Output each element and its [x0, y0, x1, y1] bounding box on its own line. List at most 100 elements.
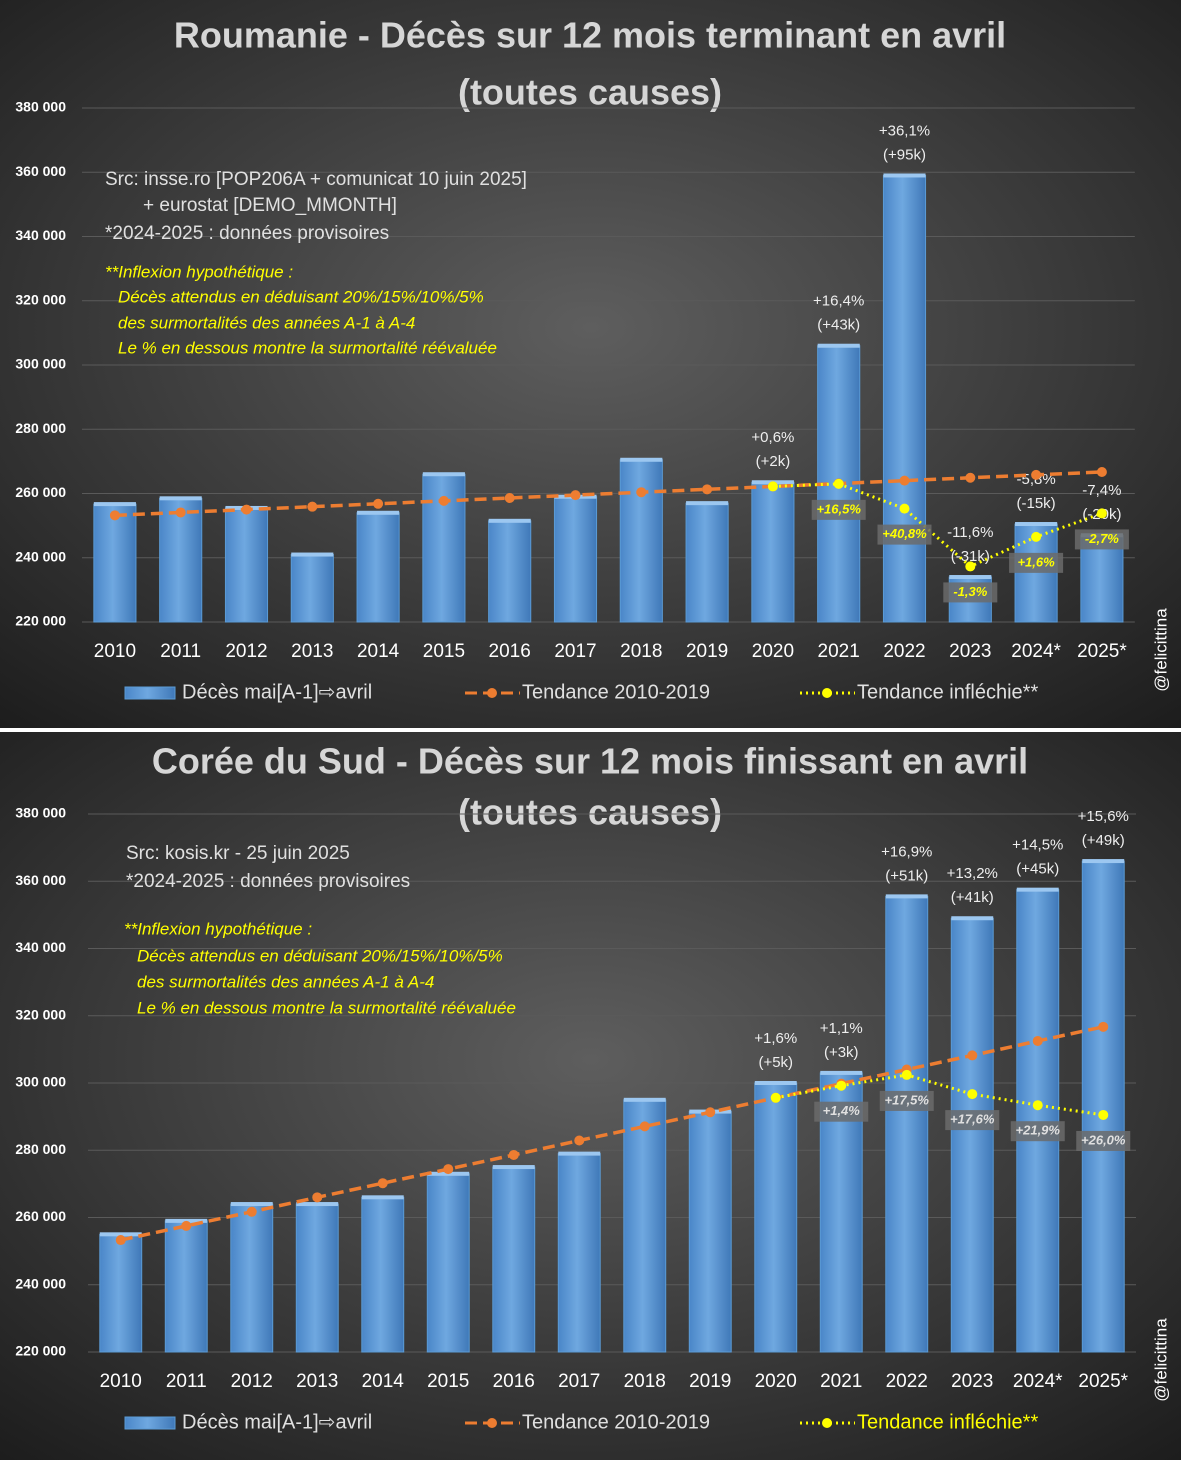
source-note: *2024-2025 : données provisoires — [126, 871, 410, 892]
bar — [492, 1166, 536, 1353]
trend-point — [702, 484, 713, 495]
y-tick-label: 240 000 — [15, 548, 66, 564]
bar-top — [488, 518, 531, 523]
x-tick-label: 2025* — [1078, 1371, 1128, 1392]
excess-label-box — [877, 524, 932, 545]
x-tick-label: 2011 — [166, 1371, 207, 1392]
trend-point — [1096, 508, 1107, 519]
trend-point — [636, 487, 647, 498]
trend-point — [1098, 1021, 1109, 1032]
excess-label: +1,4% — [823, 1103, 861, 1118]
excess-label: -2,7% — [1085, 531, 1119, 546]
excess-label-box — [879, 1090, 934, 1111]
excess-label-box — [811, 499, 866, 520]
bar — [224, 507, 269, 623]
chart-panel: Roumanie - Décès sur 12 mois terminant e… — [0, 0, 1181, 728]
bar — [751, 481, 795, 623]
excess-label-box — [1010, 1121, 1065, 1142]
excess-label-box — [943, 582, 998, 603]
bar-label: +16,9% — [881, 843, 932, 860]
trend-point — [438, 495, 449, 506]
x-tick-label: 2022 — [886, 1371, 928, 1392]
legend-label: Décès mai[A-1]⇨avril — [182, 681, 372, 703]
chart-title: Roumanie - Décès sur 12 mois terminant e… — [174, 15, 1006, 56]
x-tick-label: 2013 — [291, 641, 333, 662]
excess-label-box — [1009, 552, 1064, 573]
bar — [619, 459, 663, 623]
excess-label: -1,3% — [953, 584, 987, 599]
x-tick-label: 2014 — [362, 1371, 405, 1392]
x-tick-label: 2016 — [489, 641, 531, 662]
legend-swatch — [487, 688, 497, 698]
y-tick-label: 360 000 — [15, 163, 66, 179]
bar — [553, 496, 598, 623]
trend-point — [705, 1107, 716, 1118]
y-tick-label: 320 000 — [15, 291, 66, 307]
y-tick-label: 360 000 — [15, 872, 66, 888]
bar — [93, 503, 137, 623]
bar-label: (+43k) — [817, 317, 860, 334]
y-tick-label: 340 000 — [15, 227, 66, 243]
trend-point — [965, 472, 976, 483]
bar — [882, 174, 927, 623]
bar-top — [558, 1151, 601, 1156]
legend-label: Tendance infléchie** — [857, 681, 1038, 703]
chart-title: Corée du Sud - Décès sur 12 mois finissa… — [152, 741, 1028, 782]
chart-title: (toutes causes) — [458, 792, 722, 833]
bar-top — [159, 496, 202, 501]
watermark: @felicittina — [1151, 1318, 1170, 1402]
trend-point — [899, 503, 910, 514]
chart-title: (toutes causes) — [458, 72, 722, 113]
y-tick-label: 300 000 — [15, 356, 66, 372]
legend-swatch — [124, 1416, 176, 1430]
trend-point — [109, 510, 120, 521]
bar-label: -7,4% — [1082, 482, 1121, 499]
x-tick-label: 2022 — [883, 641, 925, 662]
inflection-note: Décès attendus en déduisant 20%/15%/10%/… — [137, 946, 503, 965]
trend-point — [241, 504, 252, 515]
trend-point — [1031, 469, 1042, 480]
inflection-note: Décès attendus en déduisant 20%/15%/10%/… — [118, 287, 484, 306]
bar-label: (+51k) — [885, 867, 928, 884]
x-tick-label: 2019 — [686, 641, 728, 662]
y-tick-label: 260 000 — [15, 1208, 66, 1224]
x-tick-label: 2024* — [1011, 641, 1061, 662]
bar-top — [949, 575, 992, 580]
x-tick-label: 2014 — [357, 641, 400, 662]
y-tick-label: 260 000 — [15, 484, 66, 500]
x-tick-label: 2017 — [558, 1371, 600, 1392]
bar-top — [357, 510, 400, 515]
trend-point — [175, 507, 186, 518]
trend-point — [833, 478, 844, 489]
bar — [295, 1203, 339, 1353]
excess-label: +40,8% — [882, 526, 927, 541]
inflection-note: **Inflexion hypothétique : — [105, 262, 293, 281]
x-tick-label: 2021 — [820, 1371, 862, 1392]
bar — [1080, 534, 1124, 623]
trend-line — [775, 1073, 1104, 1117]
bar-top — [883, 173, 926, 178]
excess-label: +17,6% — [950, 1112, 995, 1127]
x-tick-label: 2023 — [949, 641, 991, 662]
y-tick-label: 280 000 — [15, 1141, 66, 1157]
bar-label: +0,6% — [751, 429, 794, 446]
trend-point — [574, 1135, 585, 1146]
bar-top — [165, 1218, 208, 1223]
legend-swatch — [487, 1418, 497, 1428]
trend-point — [767, 481, 778, 492]
excess-label: +21,9% — [1016, 1123, 1061, 1138]
legend-swatch — [124, 686, 176, 700]
trend-point — [307, 501, 318, 512]
trend-point — [1031, 531, 1042, 542]
x-tick-label: 2010 — [100, 1371, 142, 1392]
trend-point — [967, 1050, 978, 1061]
trend-point — [770, 1092, 781, 1103]
legend-label: Tendance infléchie** — [857, 1411, 1038, 1433]
inflection-note: Le % en dessous montre la surmortalité r… — [137, 998, 516, 1017]
bar — [159, 497, 203, 623]
bar — [488, 520, 532, 623]
y-tick-label: 240 000 — [15, 1275, 66, 1291]
x-tick-label: 2020 — [755, 1371, 797, 1392]
trend-point — [312, 1192, 323, 1203]
